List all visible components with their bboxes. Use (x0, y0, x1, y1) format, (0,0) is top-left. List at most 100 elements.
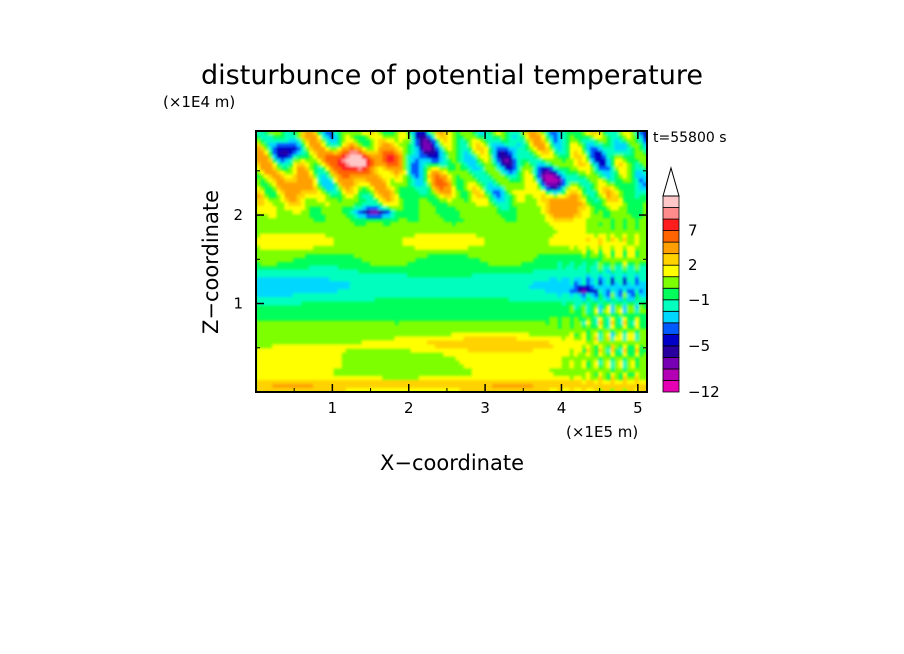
heatmap-cell (459, 131, 465, 136)
heatmap-cell (520, 364, 526, 369)
heatmap-cell (394, 376, 400, 381)
heatmap-cell (418, 138, 424, 144)
heatmap-cell (585, 301, 591, 306)
heatmap-cell (300, 344, 306, 350)
heatmap-cell (451, 249, 457, 255)
heatmap-cell (382, 202, 387, 207)
heatmap-cell (480, 332, 485, 338)
heatmap-cell (537, 328, 542, 334)
heatmap-cell (524, 257, 530, 263)
heatmap-cell (610, 324, 616, 330)
heatmap-cell (345, 297, 351, 302)
heatmap-cell (268, 138, 273, 144)
heatmap-cell (524, 233, 530, 239)
heatmap-cell (313, 273, 318, 278)
heatmap-cell (325, 360, 330, 365)
heatmap-cell (422, 360, 428, 365)
heatmap-cell (410, 320, 416, 326)
heatmap-cell (418, 336, 424, 342)
heatmap-cell (512, 150, 518, 156)
heatmap-cell (516, 253, 522, 259)
heatmap-cell (638, 281, 644, 286)
heatmap-cell (365, 225, 371, 231)
heatmap-cell (557, 285, 563, 290)
heatmap-cell (422, 340, 428, 346)
heatmap-cell (443, 328, 449, 334)
heatmap-cell (394, 372, 400, 377)
heatmap-cell (488, 293, 493, 298)
heatmap-cell (541, 186, 546, 191)
heatmap-cell (443, 233, 449, 239)
heatmap-cell (280, 170, 286, 176)
heatmap-cell (272, 273, 277, 278)
heatmap-cell (374, 348, 379, 354)
heatmap-cell (557, 186, 563, 191)
heatmap-cell (402, 182, 408, 187)
heatmap-cell (349, 364, 355, 369)
heatmap-cell (317, 324, 322, 330)
heatmap-cell (467, 154, 473, 160)
heatmap-cell (390, 150, 396, 156)
heatmap-cell (308, 336, 314, 342)
heatmap-cell (520, 332, 526, 338)
heatmap-cell (370, 221, 375, 227)
heatmap-cell (606, 281, 611, 286)
heatmap-cell (504, 162, 510, 168)
heatmap-cell (581, 305, 587, 310)
heatmap-cell (300, 324, 306, 330)
heatmap-cell (361, 154, 367, 160)
heatmap-cell (390, 174, 396, 180)
heatmap-cell (488, 376, 493, 381)
heatmap-cell (622, 344, 628, 350)
heatmap-cell (630, 237, 636, 243)
heatmap-cell (280, 218, 286, 223)
heatmap-cell (284, 233, 290, 239)
heatmap-cell (492, 229, 497, 235)
heatmap-cell (455, 324, 461, 330)
heatmap-cell (304, 218, 310, 223)
heatmap-cell (638, 364, 644, 369)
heatmap-cell (321, 162, 326, 168)
heatmap-cell (528, 384, 534, 389)
heatmap-cell (528, 170, 534, 176)
heatmap-cell (541, 364, 546, 369)
heatmap-cell (614, 253, 620, 259)
heatmap-cell (304, 174, 310, 180)
heatmap-cell (349, 225, 355, 231)
heatmap-cell (467, 194, 473, 199)
heatmap-cell (537, 241, 542, 247)
heatmap-cell (329, 206, 334, 211)
heatmap-cell (553, 229, 558, 235)
heatmap-cell (471, 340, 477, 346)
heatmap-cell (642, 178, 647, 183)
heatmap-cell (296, 142, 302, 148)
heatmap-cell (317, 174, 322, 180)
heatmap-cell (386, 166, 391, 172)
heatmap-cell (418, 328, 424, 334)
heatmap-cell (585, 344, 591, 350)
heatmap-cell (500, 198, 506, 203)
heatmap-cell (398, 198, 404, 203)
heatmap-cell (504, 166, 510, 172)
heatmap-cell (402, 344, 408, 350)
heatmap-cell (333, 249, 339, 255)
heatmap-cell (370, 162, 375, 168)
heatmap-cell (614, 328, 620, 334)
heatmap-cell (325, 221, 330, 227)
heatmap-cell (532, 178, 538, 183)
heatmap-cell (569, 273, 575, 278)
heatmap-cell (626, 340, 632, 346)
heatmap-cell (622, 178, 628, 183)
heatmap-cell (427, 221, 432, 227)
heatmap-cell (308, 249, 314, 255)
heatmap-cell (422, 202, 428, 207)
heatmap-cell (341, 198, 347, 203)
heatmap-cell (292, 178, 298, 183)
heatmap-cell (496, 150, 501, 156)
heatmap-cell (594, 233, 599, 239)
heatmap-cell (296, 388, 302, 392)
heatmap-cell (300, 198, 306, 203)
heatmap-cell (382, 170, 387, 176)
heatmap-cell (272, 340, 277, 346)
